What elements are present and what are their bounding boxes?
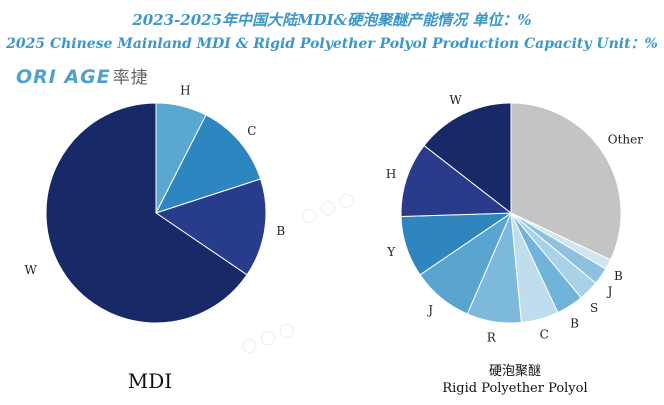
pie-slice-b-2 [154, 178, 267, 276]
pie-label-w-3: W [24, 263, 37, 277]
mdi-chart-caption: MDI [128, 369, 172, 393]
pie-label-w-10: W [449, 93, 462, 107]
pie-slice-w-3 [45, 102, 248, 324]
pie-label-other-0: Other [608, 132, 643, 146]
logo-chinese-text: 率捷 [112, 68, 149, 88]
pie-label-h-9: H [386, 167, 396, 181]
pie-slice-h-9 [400, 144, 513, 217]
pie-label-b-1: B [614, 269, 623, 283]
pie-label-b-2: B [276, 224, 285, 238]
pie-label-r-6: R [487, 330, 497, 344]
pie-slice-other-0 [510, 102, 622, 261]
polyol-chart-caption-chinese: 硬泡聚醚 [489, 364, 541, 379]
pie-label-j-2: J [606, 284, 613, 298]
pie-label-j-7: J [426, 303, 433, 317]
pie-slice-w-10 [423, 102, 512, 215]
pie-label-c-1: C [247, 124, 256, 138]
pie-slice-c-1 [155, 114, 262, 214]
pie-label-b-4: B [570, 316, 579, 330]
pie-label-c-5: C [540, 328, 549, 342]
chart-title-chinese: 2023-2025年中国大陆MDI&硬泡聚醚产能情况 单位：% [132, 11, 532, 29]
logo-wordmark: ORI AGE [16, 66, 111, 88]
origage-logo: ORI AGE 率捷 [16, 63, 149, 88]
pie-label-y-8: Y [386, 245, 396, 259]
chart-title-english: 2025 Chinese Mainland MDI & Rigid Polyet… [6, 36, 658, 52]
pie-label-s-3: S [590, 301, 598, 315]
pie-label-h-0: H [180, 83, 190, 97]
polyol-chart-caption-english: Rigid Polyether Polyol [442, 381, 587, 396]
mdi-pie-chart: H C B W [24, 83, 285, 324]
